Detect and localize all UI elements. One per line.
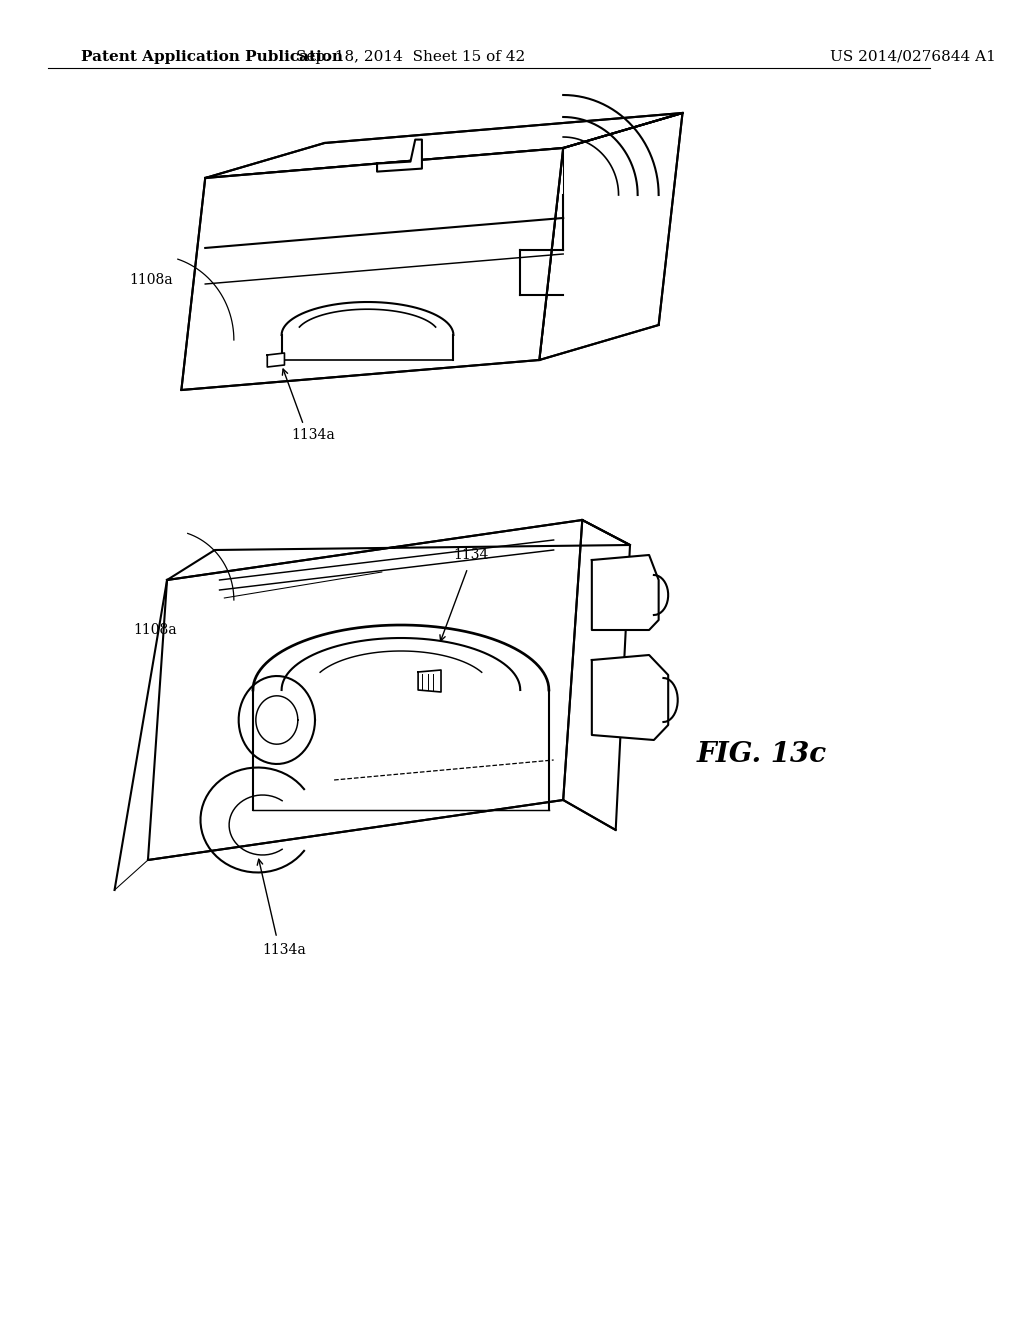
Polygon shape — [592, 655, 669, 741]
Polygon shape — [167, 520, 630, 579]
Text: 1108a: 1108a — [134, 623, 177, 638]
Polygon shape — [377, 140, 422, 172]
Text: Sep. 18, 2014  Sheet 15 of 42: Sep. 18, 2014 Sheet 15 of 42 — [296, 50, 525, 63]
Text: 1134a: 1134a — [262, 942, 306, 957]
Polygon shape — [181, 148, 563, 389]
Polygon shape — [267, 352, 285, 367]
Text: 1134: 1134 — [454, 548, 488, 562]
Polygon shape — [418, 671, 441, 692]
Polygon shape — [592, 554, 658, 630]
Polygon shape — [540, 114, 683, 360]
Text: Patent Application Publication: Patent Application Publication — [81, 50, 343, 63]
Text: 1134a: 1134a — [291, 428, 335, 442]
Polygon shape — [205, 114, 683, 178]
Text: FIG. 13c: FIG. 13c — [697, 742, 827, 768]
Polygon shape — [147, 520, 583, 861]
Text: 1108a: 1108a — [129, 273, 172, 286]
Polygon shape — [563, 520, 630, 830]
Text: US 2014/0276844 A1: US 2014/0276844 A1 — [830, 50, 996, 63]
